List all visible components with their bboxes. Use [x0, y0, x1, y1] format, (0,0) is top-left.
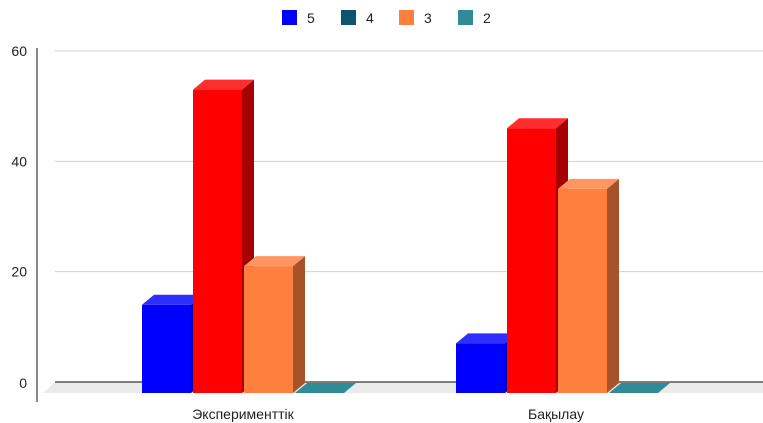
bar-front — [142, 304, 191, 393]
bar-front — [244, 266, 293, 393]
legend-swatch — [341, 10, 356, 25]
legend-label: 3 — [424, 10, 432, 26]
category-label: Бақылау — [528, 406, 584, 422]
bar-side — [607, 178, 619, 393]
bar-top — [295, 383, 356, 393]
bar-front — [558, 188, 607, 393]
bar-top — [142, 294, 203, 305]
bar-front — [507, 128, 556, 393]
bar-top — [456, 333, 517, 344]
y-tick-label: 20 — [11, 264, 27, 280]
y-tick-labels: 0 20 40 60 — [11, 43, 27, 391]
legend-swatch — [458, 10, 473, 25]
bar — [558, 178, 619, 393]
bar — [244, 256, 305, 393]
bar — [295, 383, 356, 393]
category-label: Эксперименттік — [192, 406, 294, 422]
legend: 5 4 3 2 — [282, 10, 491, 26]
y-tick-label: 0 — [19, 375, 27, 391]
legend-label: 5 — [307, 10, 315, 26]
bar-front — [193, 89, 242, 393]
legend-label: 4 — [366, 10, 374, 26]
y-tick-label: 40 — [11, 153, 27, 169]
bar-top — [244, 256, 305, 267]
legend-item[interactable]: 5 — [282, 10, 315, 26]
bars — [142, 79, 670, 393]
category-labels: Эксперименттік Бақылау — [192, 406, 584, 422]
legend-label: 2 — [483, 10, 491, 26]
bar-top — [507, 118, 568, 129]
bar — [609, 383, 670, 393]
legend-swatch — [399, 10, 414, 25]
legend-item[interactable]: 4 — [341, 10, 374, 26]
y-tick-label: 60 — [11, 43, 27, 59]
bar-top — [609, 383, 670, 393]
legend-item[interactable]: 2 — [458, 10, 491, 26]
legend-swatch — [282, 10, 297, 25]
bar-front — [456, 343, 505, 393]
legend-item[interactable]: 3 — [399, 10, 432, 26]
bar-top — [558, 178, 619, 189]
bar-top — [193, 79, 254, 90]
bar-side — [293, 256, 305, 393]
